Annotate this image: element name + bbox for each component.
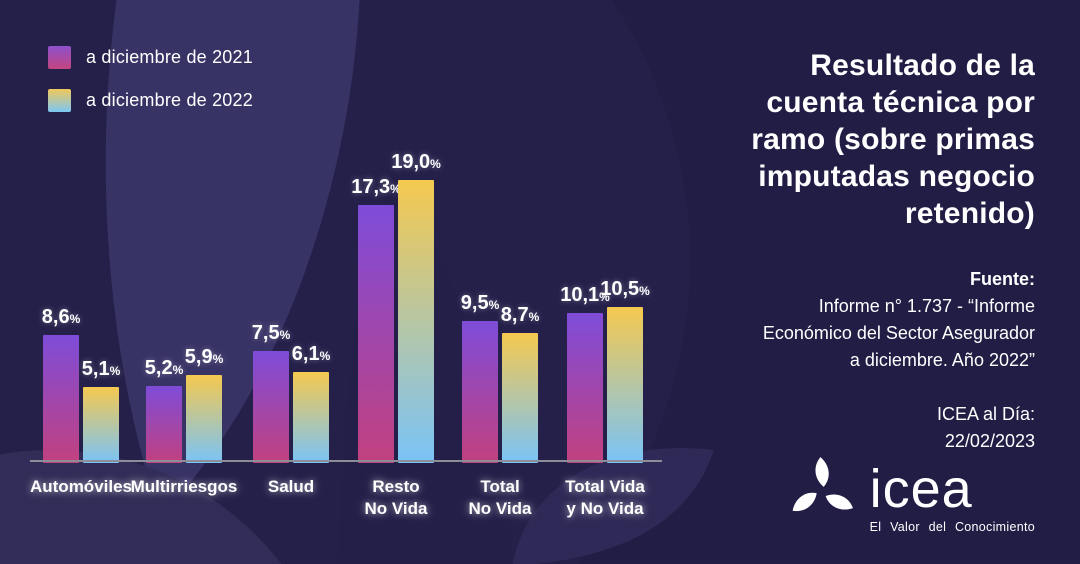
bar-2021 [358,205,394,463]
legend-item-2022: a diciembre de 2022 [48,89,253,112]
chart-legend: a diciembre de 2021 a diciembre de 2022 [48,46,253,112]
icea-al-dia-date: 22/02/2023 [944,431,1035,451]
bar-value-label: 5,9% [184,346,224,368]
bar-value-label: 19,0% [391,151,441,173]
icea-logo-text: icea [869,459,973,519]
bar-value-label: 5,2% [144,357,184,379]
category-label: Resto No Vida [364,477,428,518]
bar-2022 [607,307,643,463]
icea-logo-tagline: El Valor del Conocimiento [869,520,1035,534]
source-heading: Fuente: [970,269,1035,289]
bar-value-label: 17,3% [351,176,401,198]
bar-value-label: 6,1% [291,343,331,365]
bar-value-label: 10,5% [600,278,650,300]
category-label: Multirriesgos [130,477,238,496]
decor-circle-bottom-left [0,450,282,564]
x-axis-line [30,460,662,462]
legend-item-2021: a diciembre de 2021 [48,46,253,69]
bar-2021 [462,321,498,463]
bar-2022 [293,372,329,463]
decor-leaf-small [512,448,714,564]
bar-value-label: 8,6% [41,306,81,328]
bar-2022 [398,180,434,463]
bar-value-label: 9,5% [460,292,500,314]
bar-value-label: 7,5% [251,322,291,344]
bar-value-label: 10,1% [560,284,610,306]
bar-2022 [502,333,538,463]
category-label: Total Vida y No Vida [565,477,645,518]
bar-2021 [146,386,182,463]
bar-2021 [253,351,289,463]
page-title: Resultado de la cuenta técnica por ramo … [751,49,1035,230]
icea-pinwheel-icon [792,457,853,512]
legend-label: a diciembre de 2021 [86,47,253,67]
source-line: a diciembre. Año 2022” [849,350,1035,370]
source-line: Económico del Sector Asegurador [762,323,1035,343]
bar-value-label: 5,1% [81,358,121,380]
icea-al-dia-heading: ICEA al Día: [936,404,1035,424]
category-label: Salud [267,477,315,496]
bar-value-label: 8,7% [500,304,540,326]
category-label: Total No Vida [468,477,532,518]
right-panel: Resultado de la cuenta técnica por ramo … [720,0,1035,564]
bar-2021 [43,335,79,463]
legend-label: a diciembre de 2022 [86,90,253,110]
icea-logo: icea El Valor del Conocimiento [788,450,1035,534]
bar-2022 [186,375,222,463]
legend-swatch-icon [48,46,71,69]
category-label: Automóviles [29,477,133,496]
legend-swatch-icon [48,89,71,112]
bar-2022 [83,387,119,463]
source-line: Informe n° 1.737 - “Informe [818,296,1035,316]
bar-2021 [567,313,603,463]
source-block: Fuente: Informe n° 1.737 - “Informe Econ… [720,266,1035,455]
